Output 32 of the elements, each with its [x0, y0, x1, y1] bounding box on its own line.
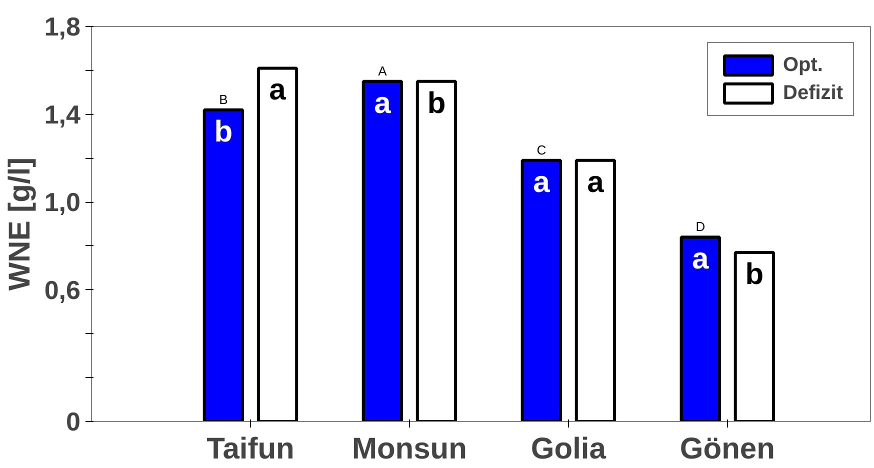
bar [520, 158, 562, 422]
legend-label: Defizit [783, 82, 843, 104]
data-label: b [745, 258, 764, 291]
x-tick-label: Gönen [680, 432, 775, 466]
bar [256, 66, 298, 422]
data-label: a [533, 166, 550, 199]
data-label: a [587, 166, 604, 199]
annotation: C [536, 142, 546, 158]
y-tick-label: 1,8 [44, 12, 81, 42]
annotation: B [219, 92, 228, 107]
y-tick-label: 0,6 [44, 274, 81, 305]
bar [680, 236, 721, 422]
data-label: a [692, 242, 710, 276]
bar [202, 108, 244, 422]
data-label: a [374, 86, 392, 120]
bar [362, 80, 404, 422]
x-tick-label: Taifun [206, 432, 294, 466]
x-tick-label: Golia [530, 432, 606, 466]
x-tick-label: Monsun [352, 432, 467, 466]
data-label: b [427, 86, 446, 120]
data-label: a [269, 74, 286, 107]
bar [734, 251, 776, 422]
annotation: A [378, 63, 388, 78]
bar [416, 80, 458, 422]
bar [574, 158, 616, 422]
y-tick-label: 1,4 [44, 99, 82, 130]
y-axis-title: WNE [g/l] [3, 157, 36, 291]
y-tick-label: 1,0 [44, 187, 81, 218]
data-label: b [214, 115, 233, 148]
annotation: D [696, 219, 706, 234]
legend-label: Opt. [783, 54, 823, 76]
y-tick-label: 0 [66, 406, 81, 436]
